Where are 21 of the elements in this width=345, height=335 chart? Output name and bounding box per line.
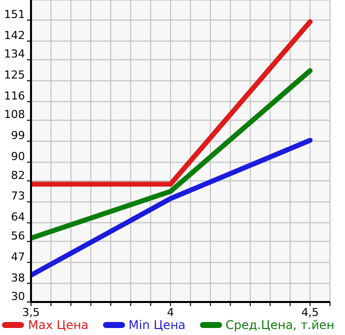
legend-label: Max Цена [27,318,89,332]
y-tick-label: 38 [11,271,25,284]
y-tick-label: 134 [4,48,25,61]
x-tick-label: 3,5 [22,306,40,319]
y-tick-label: 125 [4,68,25,82]
legend-label: Min Цена [128,318,186,332]
y-tick-label: 90 [11,150,25,164]
y-tick-label: 56 [11,229,25,242]
y-tick-label: 82 [11,168,25,182]
legend-label: Сред.Цена, т.йен [224,318,334,332]
y-tick-label: 47 [11,250,25,264]
x-tick-label: 4 [167,306,174,319]
y-tick-label: 116 [4,90,25,103]
x-tick-label: 4,5 [301,306,319,319]
y-tick-label: 151 [4,8,25,22]
y-tick-label: 99 [11,129,25,142]
y-tick-label: 73 [11,190,25,203]
y-tick-label: 30 [11,290,25,303]
y-tick-label: 64 [11,210,25,224]
y-tick-label: 142 [4,29,25,42]
y-tick-label: 108 [4,108,25,122]
